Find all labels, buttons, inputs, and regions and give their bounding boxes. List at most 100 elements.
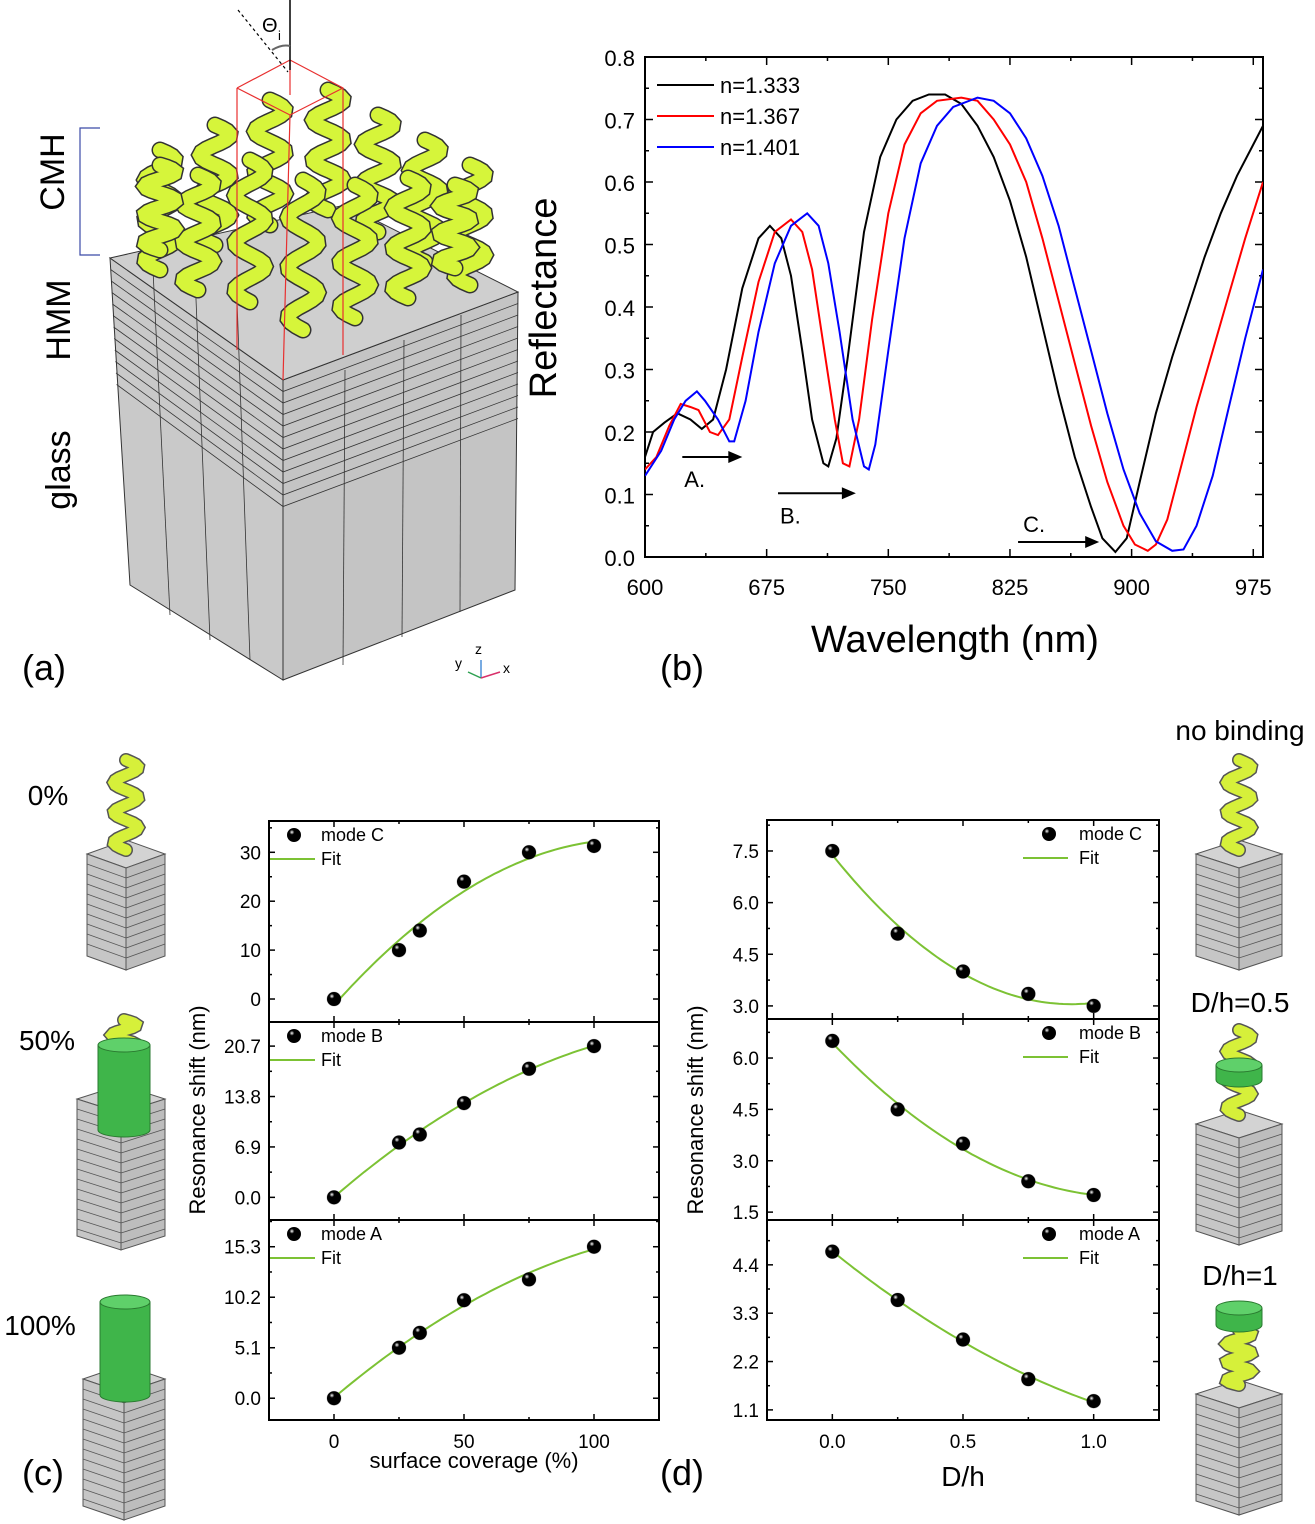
- x-tick-label: 0.0: [819, 1432, 845, 1453]
- panel-label-b: (b): [660, 647, 704, 688]
- data-point: [456, 874, 472, 890]
- data-point: [1086, 1393, 1102, 1409]
- y-tick-label: 20.7: [224, 1037, 261, 1058]
- layer-line: [1195, 1483, 1283, 1499]
- y-tick-label: 20: [240, 892, 261, 913]
- y-tick-label: 6.0: [733, 1049, 759, 1070]
- fit-curve: [333, 1044, 595, 1198]
- x-axis-arrow: [480, 671, 501, 679]
- data-point: [456, 1292, 472, 1308]
- data-point: [890, 926, 906, 942]
- y-tick-label: 2.2: [733, 1353, 759, 1374]
- analyte-layer-100: [99, 1302, 151, 1403]
- layer-line: [82, 1498, 166, 1514]
- hmm-layer-line: [112, 303, 519, 427]
- substrate-dh05-right: [1238, 1123, 1283, 1246]
- layer-line: [86, 933, 166, 949]
- layer-line: [1195, 1403, 1283, 1419]
- y-tick-label: 0.0: [235, 1389, 261, 1410]
- series-line-n=1.367: [645, 96, 1263, 552]
- legend-label: Fit: [1079, 848, 1099, 868]
- y-tick-label: 13.8: [224, 1088, 261, 1109]
- layer-line: [1195, 1433, 1283, 1449]
- x-tick-label: 0: [329, 1432, 340, 1453]
- series-group: [645, 93, 1263, 554]
- data-point: [521, 844, 537, 860]
- x-tick-label: 600: [627, 575, 664, 600]
- legend-label: mode A: [321, 1224, 382, 1244]
- triad-x-label: x: [503, 660, 510, 676]
- x-axis-label: D/h: [941, 1461, 985, 1492]
- layer-line: [76, 1148, 166, 1164]
- metasurface-schematic: [79, 0, 520, 681]
- legend-marker: [287, 1029, 301, 1043]
- data-point: [1020, 1371, 1036, 1387]
- binding-disk-1-cap: [1215, 1300, 1263, 1316]
- y-tick-label: 0.2: [604, 421, 635, 446]
- y-tick-label: 10.2: [224, 1288, 261, 1309]
- y-tick-label: 3.0: [733, 1152, 759, 1173]
- y-tick-label: 3.3: [733, 1304, 759, 1325]
- layer-line: [76, 1138, 166, 1154]
- layer-line: [76, 1168, 166, 1184]
- layer-line: [1195, 1473, 1283, 1489]
- layer-line: [1195, 1183, 1283, 1199]
- y-tick-label: 0.7: [604, 109, 635, 134]
- chiral-helix: [227, 153, 273, 309]
- layer-line: [76, 1198, 166, 1214]
- incidence-angle-subscript: i: [278, 28, 281, 43]
- unit-cell-box: [236, 59, 344, 381]
- layer-line: [1195, 1163, 1283, 1179]
- y-tick-label: 1.5: [733, 1203, 759, 1224]
- layer-line: [1195, 1493, 1283, 1509]
- panel-label-d: (d): [660, 1452, 704, 1493]
- annotation-label: B.: [780, 503, 801, 528]
- layer-line: [76, 1188, 166, 1204]
- layer-label-hmm: HMM: [40, 279, 78, 360]
- data-point: [824, 843, 840, 859]
- x-tick-label: 100: [578, 1432, 610, 1453]
- data-point: [890, 1101, 906, 1117]
- chart-c-bottom: 0 50 100 0.0 5.1 10.2 15.3 mode A Fit surface cov…: [224, 1219, 660, 1473]
- layer-line: [82, 1388, 166, 1404]
- data-point: [586, 1239, 602, 1255]
- hmm-layer-line: [115, 361, 519, 484]
- layer-line: [1195, 1223, 1283, 1239]
- layer-line: [76, 1158, 166, 1174]
- panel-label-a: (a): [22, 647, 66, 688]
- y-tick-label: 0: [250, 990, 261, 1011]
- fit-curve: [333, 1248, 595, 1399]
- layer-line: [1195, 1213, 1283, 1229]
- cell-divider: [401, 339, 405, 638]
- legend-label: n=1.401: [720, 135, 800, 160]
- y-tick-label: 0.6: [604, 171, 635, 196]
- layer-line: [1195, 943, 1283, 959]
- data-point: [955, 1332, 971, 1347]
- layer-line: [76, 1228, 166, 1244]
- chart-b: 600 675 750 825 900 975 0.0 0.1 0.2 0.3 0.4 0.5 0.6 0…: [523, 46, 1272, 661]
- y-tick-label: 30: [240, 843, 261, 864]
- cell-divider: [194, 274, 211, 641]
- y-tick-label: 7.5: [733, 842, 759, 863]
- layer-line: [1195, 863, 1283, 879]
- chiral-helix: [332, 178, 378, 325]
- fit-curve: [333, 840, 595, 1006]
- binding-label-none: no binding: [1175, 715, 1304, 746]
- chiral-helix: [107, 754, 145, 856]
- fit-curve: [831, 1042, 1094, 1196]
- layer-line: [1195, 1413, 1283, 1429]
- y-axis-arrow: [467, 671, 482, 679]
- data-point: [824, 1033, 840, 1049]
- incident-ray: [237, 9, 289, 73]
- substrate-nobind-right: [1238, 853, 1283, 971]
- legend-label: Fit: [1079, 1248, 1099, 1268]
- x-tick-label: 900: [1113, 575, 1150, 600]
- layer-line: [86, 863, 166, 879]
- data-point: [955, 1136, 971, 1152]
- y-tick-label: 4.5: [733, 945, 759, 966]
- data-point: [391, 1135, 407, 1150]
- coverage-label-0: 0%: [28, 780, 68, 811]
- chiral-helix: [136, 158, 184, 257]
- data-point: [1020, 986, 1036, 1002]
- y-tick-label: 6.9: [235, 1138, 261, 1159]
